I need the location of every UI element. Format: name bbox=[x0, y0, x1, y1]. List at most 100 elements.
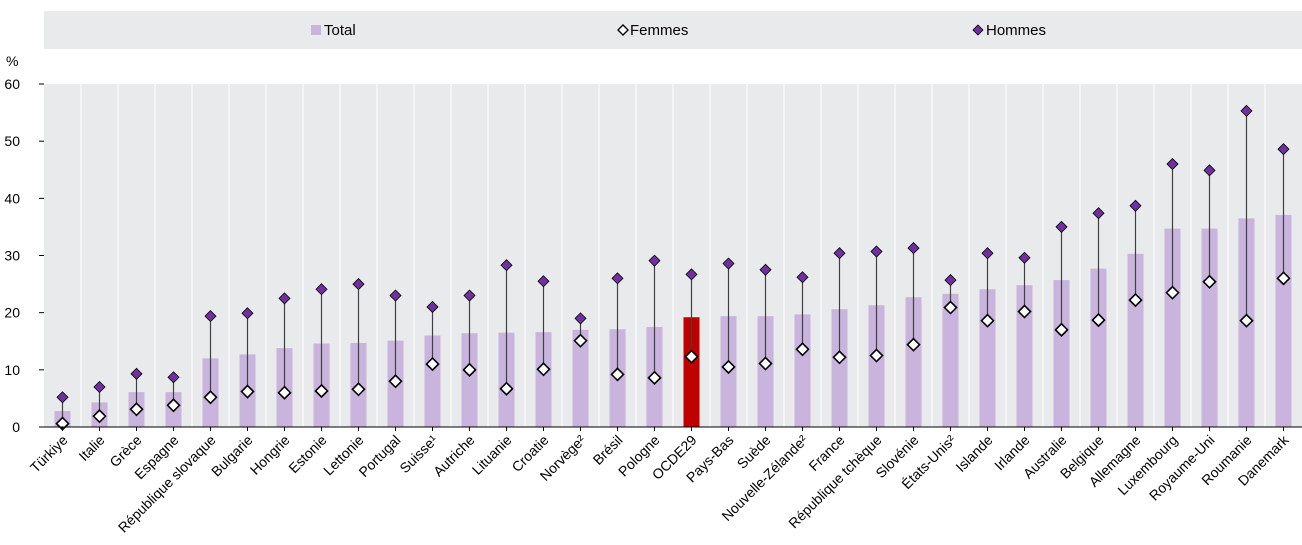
marker-men bbox=[426, 300, 439, 314]
marker-women bbox=[1017, 304, 1032, 319]
bar-total bbox=[1164, 228, 1181, 427]
y-tick-label: 30 bbox=[4, 248, 20, 264]
marker-women bbox=[573, 333, 588, 348]
bar-total bbox=[1053, 280, 1070, 427]
x-tick-label: Italie bbox=[75, 432, 107, 464]
marker-men bbox=[278, 292, 291, 305]
bar-total bbox=[905, 297, 922, 427]
legend-men-marker bbox=[972, 24, 984, 36]
y-tick-label: 40 bbox=[4, 190, 20, 206]
legend-background bbox=[44, 11, 1302, 49]
marker-women bbox=[906, 337, 921, 352]
marker-women bbox=[721, 359, 736, 375]
bar-total bbox=[535, 332, 552, 427]
marker-men bbox=[1055, 220, 1068, 233]
marker-men bbox=[1018, 251, 1031, 264]
marker-women bbox=[1054, 322, 1069, 337]
marker-women bbox=[129, 402, 144, 417]
marker-men bbox=[93, 380, 106, 394]
marker-men bbox=[56, 391, 69, 404]
bar-total bbox=[757, 316, 774, 427]
marker-women bbox=[240, 384, 255, 399]
marker-men bbox=[537, 275, 550, 288]
marker-men bbox=[759, 263, 772, 276]
marker-women bbox=[610, 367, 625, 382]
marker-women bbox=[647, 370, 662, 385]
marker-women bbox=[1276, 271, 1291, 286]
marker-women bbox=[166, 398, 181, 413]
marker-men bbox=[574, 312, 587, 325]
marker-women bbox=[1239, 313, 1254, 328]
legend-total-swatch bbox=[311, 25, 321, 35]
men-markers bbox=[56, 104, 1290, 404]
legend-women-label: Femmes bbox=[630, 22, 688, 39]
x-tick-label: Islande bbox=[952, 432, 995, 475]
gridlines bbox=[80, 84, 1266, 427]
bar-total bbox=[572, 329, 589, 427]
marker-women bbox=[869, 348, 884, 363]
marker-women bbox=[758, 356, 773, 371]
bar-total bbox=[424, 335, 441, 427]
y-tick-label: 10 bbox=[4, 362, 20, 378]
marker-men bbox=[130, 367, 143, 380]
marker-women bbox=[499, 381, 514, 396]
x-tick-label: Lituanie bbox=[469, 432, 515, 478]
whiskers bbox=[61, 110, 1285, 424]
x-tick-label: Türkiye bbox=[27, 432, 71, 476]
marker-women bbox=[92, 409, 107, 424]
y-tick-label: 0 bbox=[12, 419, 20, 435]
bar-total bbox=[1201, 228, 1218, 427]
marker-men bbox=[1203, 164, 1216, 177]
bar-total bbox=[794, 314, 811, 427]
marker-women bbox=[832, 350, 847, 365]
x-tick-label: Hongrie bbox=[247, 432, 293, 478]
marker-men bbox=[352, 278, 365, 291]
marker-women bbox=[277, 385, 292, 400]
marker-men bbox=[611, 272, 624, 285]
marker-men bbox=[167, 371, 180, 384]
legend-total-label: Total bbox=[324, 22, 356, 39]
marker-men bbox=[1092, 207, 1105, 220]
y-axis-ticks: 0 10 20 30 40 50 60 bbox=[4, 76, 44, 435]
marker-men bbox=[981, 247, 994, 260]
marker-women bbox=[351, 382, 366, 397]
marker-men bbox=[833, 247, 846, 260]
x-tick-label: Autriche bbox=[430, 432, 478, 480]
marker-women bbox=[462, 362, 477, 377]
marker-men bbox=[685, 268, 698, 281]
marker-women bbox=[943, 300, 958, 315]
marker-men bbox=[1166, 157, 1179, 171]
marker-men bbox=[241, 307, 254, 320]
marker-women bbox=[388, 374, 403, 389]
marker-women bbox=[425, 356, 440, 372]
y-axis-unit-label: % bbox=[6, 53, 18, 69]
marker-women bbox=[203, 390, 218, 405]
marker-women bbox=[684, 349, 699, 364]
y-tick-label: 20 bbox=[4, 305, 20, 321]
marker-men bbox=[463, 289, 476, 302]
marker-men bbox=[1129, 199, 1142, 212]
x-tick-label: Bulgarie bbox=[208, 432, 256, 480]
marker-men bbox=[1240, 104, 1253, 117]
legend: Total Femmes Hommes bbox=[311, 22, 1046, 39]
marker-women bbox=[1128, 292, 1143, 308]
marker-men bbox=[204, 310, 217, 323]
bar-total bbox=[1090, 268, 1107, 427]
marker-women bbox=[1202, 274, 1217, 289]
marker-women bbox=[795, 342, 810, 357]
y-tick-label: 60 bbox=[4, 76, 20, 92]
legend-men-label: Hommes bbox=[986, 22, 1046, 39]
marker-women bbox=[980, 313, 995, 328]
bar-total bbox=[942, 293, 959, 427]
bar-total bbox=[831, 309, 848, 427]
marker-women bbox=[1091, 312, 1106, 328]
marker-men bbox=[389, 289, 402, 302]
legend-women-marker bbox=[617, 24, 629, 36]
marker-men bbox=[1277, 143, 1290, 156]
bar-total bbox=[1275, 214, 1292, 427]
marker-women bbox=[536, 362, 551, 377]
marker-men bbox=[944, 274, 957, 287]
